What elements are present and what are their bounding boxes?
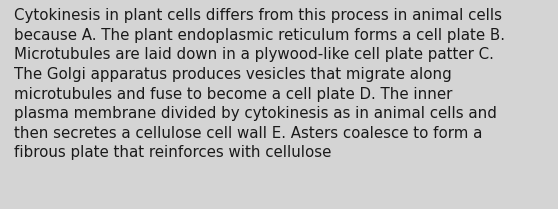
Text: Cytokinesis in plant cells differs from this process in animal cells
because A. : Cytokinesis in plant cells differs from … bbox=[14, 8, 505, 160]
